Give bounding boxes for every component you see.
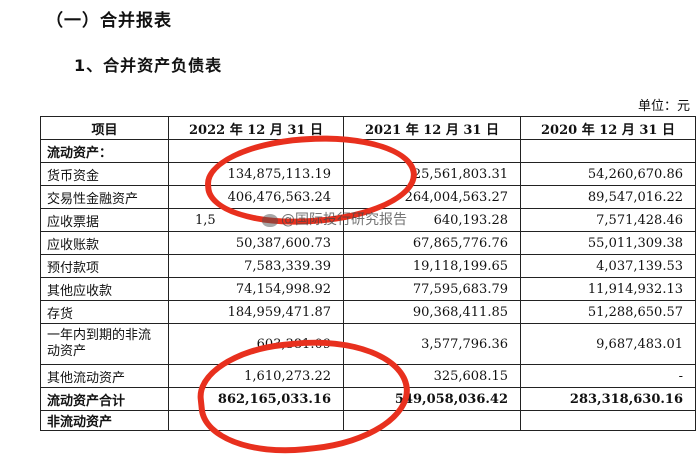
row-label: 存货 <box>40 300 169 324</box>
balance-sheet-table: 项目 2022 年 12 月 31 日 2021 年 12 月 31 日 202… <box>40 116 696 431</box>
value-2021: 264,004,563.27 <box>343 185 521 209</box>
value-2021: 19,118,199.65 <box>343 254 521 278</box>
total-2020: 283,318,630.16 <box>520 387 696 411</box>
row-label: 交易性金融资产 <box>40 185 169 209</box>
empty-cell <box>343 139 521 163</box>
value-2020: 51,288,650.57 <box>520 300 696 324</box>
row-label: 应收票据 <box>40 208 169 232</box>
table-row: 其他流动资产 1,610,273.22 325,608.15 - <box>40 364 696 388</box>
value-2020: 7,571,428.46 <box>520 208 696 232</box>
section-heading: （一）合并报表 <box>46 11 172 31</box>
value-2022: 603,381.09 <box>168 323 344 365</box>
section-label: 流动资产： <box>40 139 169 163</box>
row-label: 预付款项 <box>40 254 169 278</box>
row-label: 应收账款 <box>40 231 169 255</box>
value-2021: 3,577,796.36 <box>343 323 521 365</box>
next-section-row: 非流动资产 <box>40 410 696 431</box>
value-2021: 67,865,776.76 <box>343 231 521 255</box>
value-2021: 640,193.28 <box>343 208 521 232</box>
table-row: 交易性金融资产 406,476,563.24 264,004,563.27 89… <box>40 185 696 209</box>
table-row: 货币资金 134,875,113.19 25,561,803.31 54,260… <box>40 162 696 186</box>
header-item: 项目 <box>40 116 169 140</box>
unit-label: 单位：元 <box>637 99 690 114</box>
value-2022: 406,476,563.24 <box>168 185 344 209</box>
table-row: 应收账款 50,387,600.73 67,865,776.76 55,011,… <box>40 231 696 255</box>
header-2022: 2022 年 12 月 31 日 <box>168 116 344 140</box>
value-2020: 55,011,309.38 <box>520 231 696 255</box>
value-2020: 89,547,016.22 <box>520 185 696 209</box>
value-2020: 9,687,483.01 <box>520 323 696 365</box>
table-row: 其他应收款 74,154,998.92 77,595,683.79 11,914… <box>40 277 696 301</box>
value-2021: 77,595,683.79 <box>343 277 521 301</box>
value-2022: 7,583,339.39 <box>168 254 344 278</box>
value-2020: 4,037,139.53 <box>520 254 696 278</box>
value-2022: 134,875,113.19 <box>168 162 344 186</box>
value-2020: 11,914,932.13 <box>520 277 696 301</box>
value-2021: 90,368,411.85 <box>343 300 521 324</box>
value-2020: 54,260,670.86 <box>520 162 696 186</box>
total-row: 流动资产合计 862,165,033.16 549,058,036.42 283… <box>40 387 696 411</box>
row-label: 一年内到期的非流动资产 <box>40 323 169 365</box>
table-row: 存货 184,959,471.87 90,368,411.85 51,288,6… <box>40 300 696 324</box>
watermark-text: @国际投行研究报告 <box>281 212 407 228</box>
total-2022: 862,165,033.16 <box>168 387 344 411</box>
header-2021: 2021 年 12 月 31 日 <box>343 116 521 140</box>
table-row: 一年内到期的非流动资产 603,381.09 3,577,796.36 9,68… <box>40 323 696 365</box>
row-label: 其他应收款 <box>40 277 169 301</box>
weibo-logo-icon <box>262 213 278 227</box>
table-row: 应收票据 1,5 640,193.28 7,571,428.46 <box>40 208 696 232</box>
value-2021: 325,608.15 <box>343 364 521 388</box>
empty-cell <box>520 410 696 431</box>
table-row: 预付款项 7,583,339.39 19,118,199.65 4,037,13… <box>40 254 696 278</box>
table-heading: 1、合并资产负债表 <box>74 56 223 75</box>
header-2020: 2020 年 12 月 31 日 <box>520 116 696 140</box>
value-2020: - <box>520 364 696 388</box>
next-section-label: 非流动资产 <box>40 410 169 431</box>
value-2022: 184,959,471.87 <box>168 300 344 324</box>
row-label: 货币资金 <box>40 162 169 186</box>
value-2022: 74,154,998.92 <box>168 277 344 301</box>
watermark: @国际投行研究报告 <box>262 209 407 229</box>
value-2021: 25,561,803.31 <box>343 162 521 186</box>
section-row: 流动资产： <box>40 139 696 163</box>
total-label: 流动资产合计 <box>40 387 169 411</box>
row-label: 其他流动资产 <box>40 364 169 388</box>
value-2022: 50,387,600.73 <box>168 231 344 255</box>
empty-cell <box>520 139 696 163</box>
header-row: 项目 2022 年 12 月 31 日 2021 年 12 月 31 日 202… <box>40 116 696 140</box>
